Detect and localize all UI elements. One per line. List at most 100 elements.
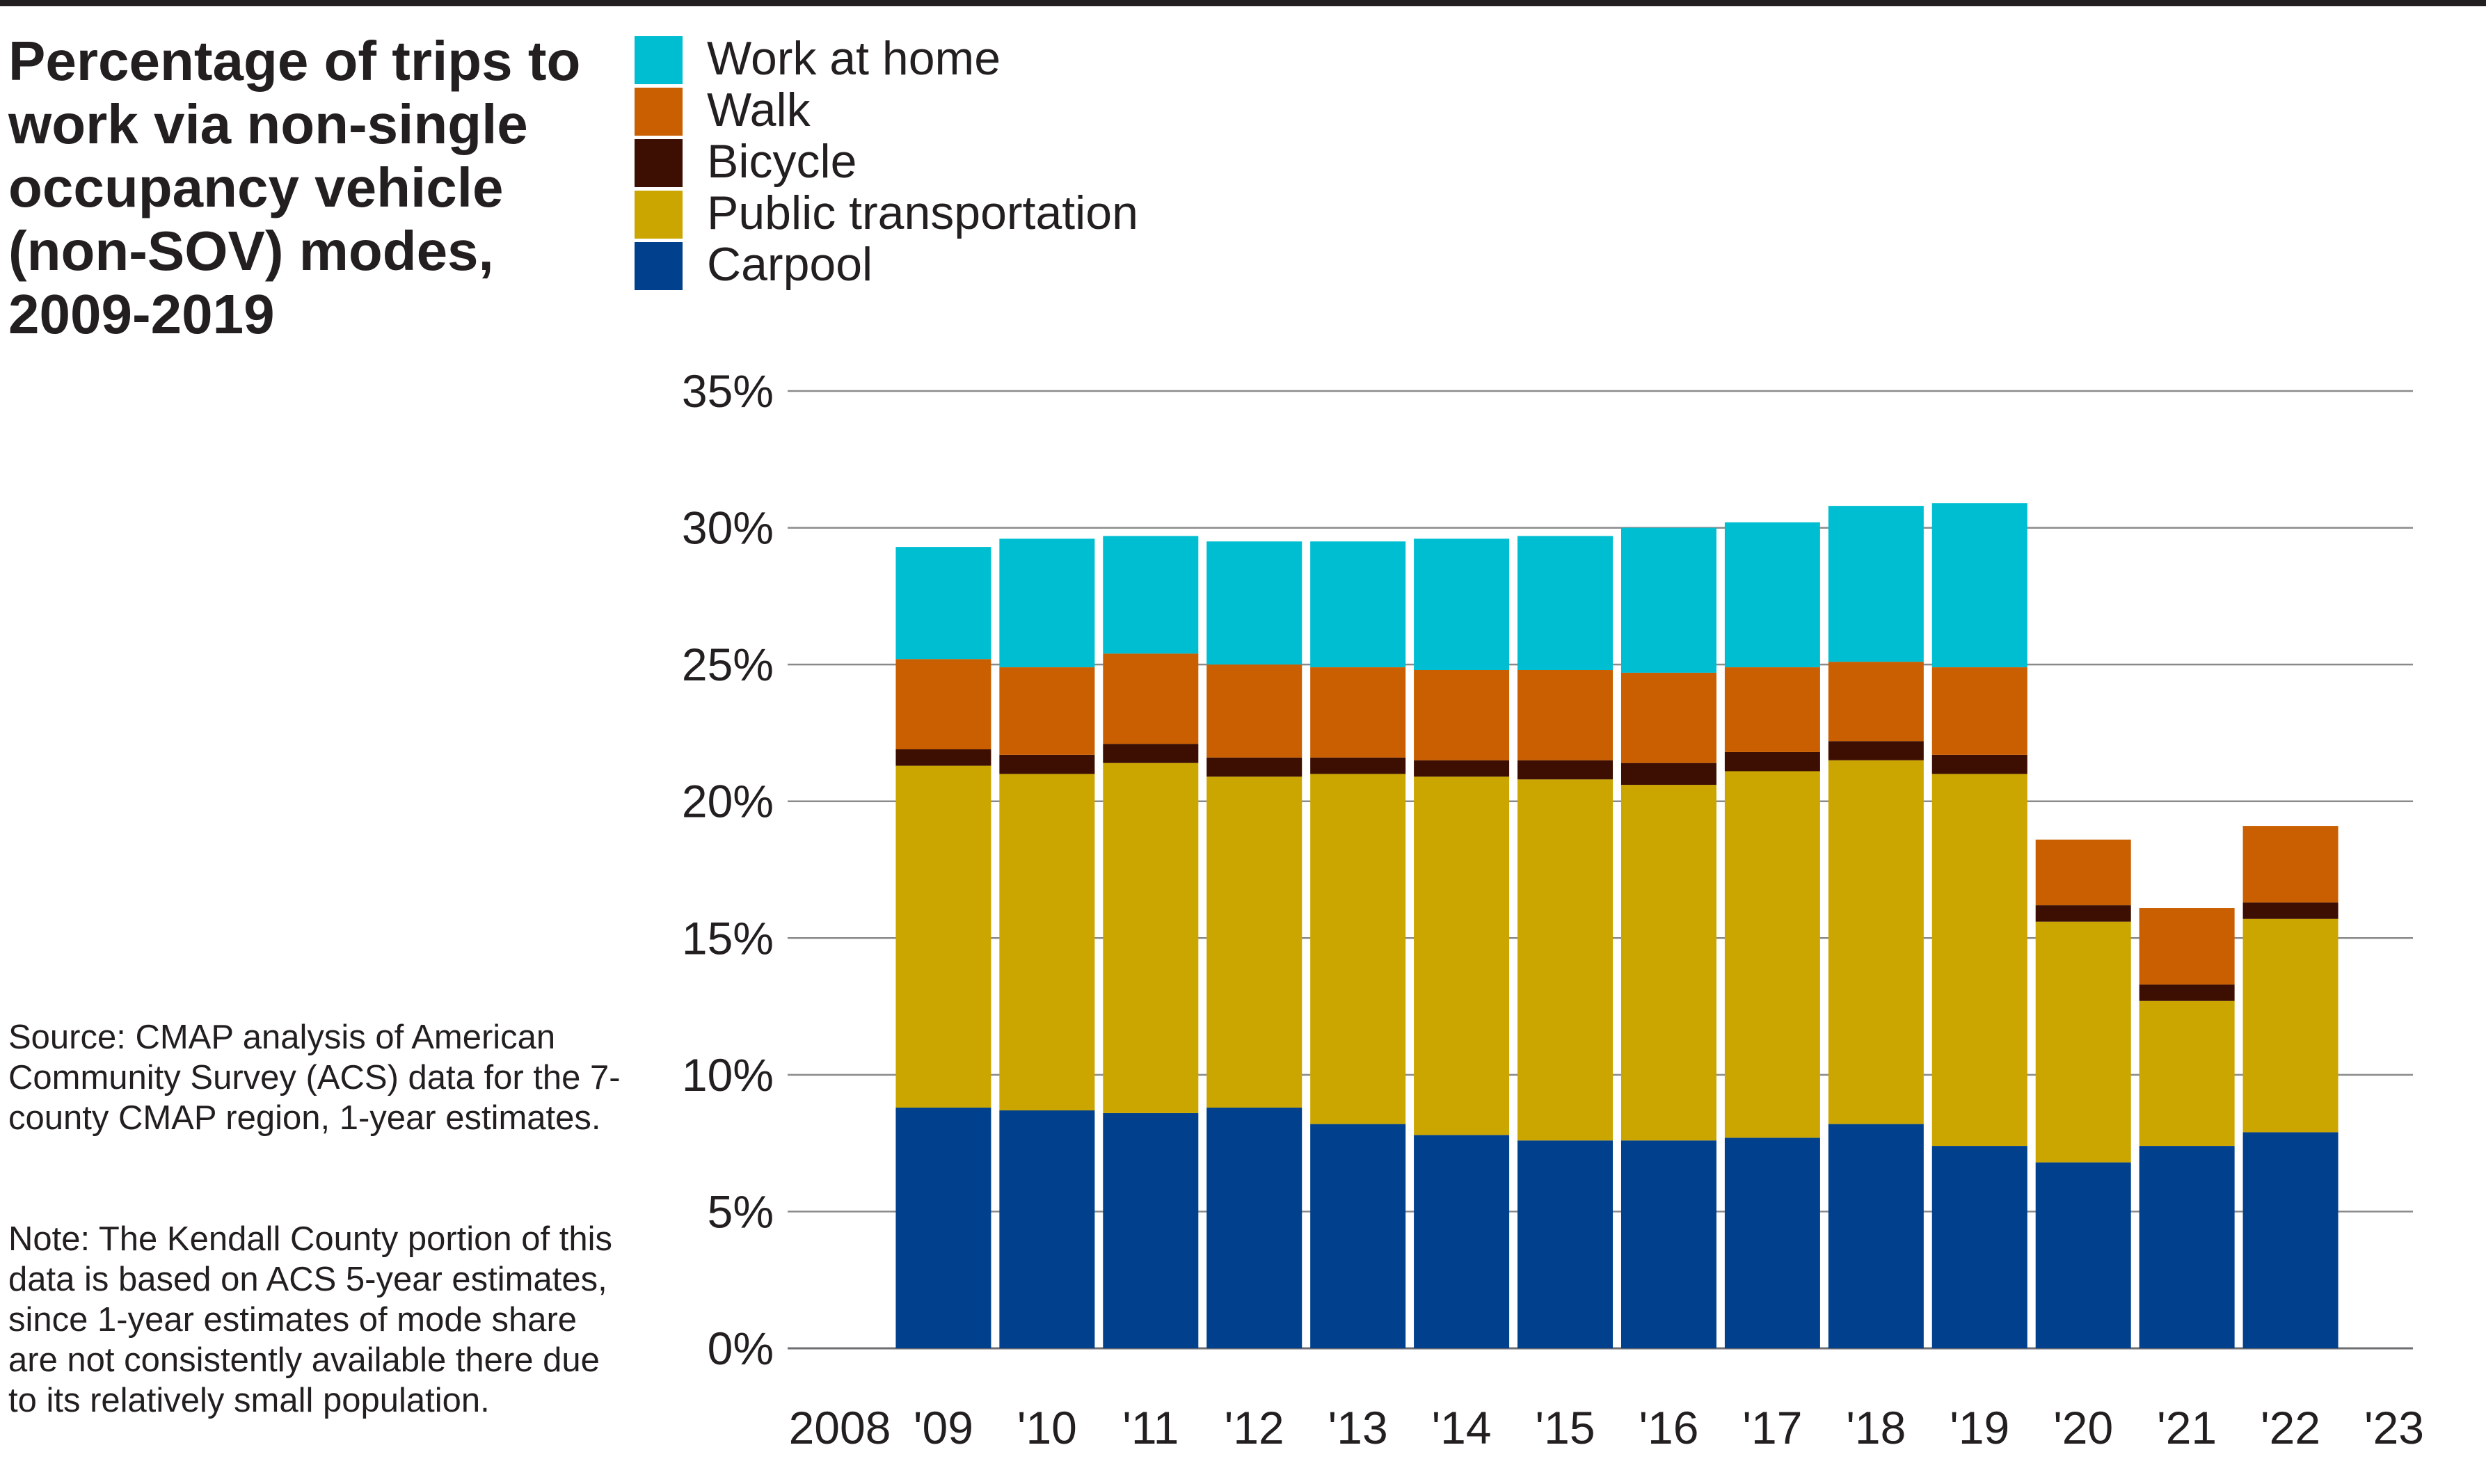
bar-segment-work-at-home [1310, 541, 1406, 668]
bar-segment-public-transportation [895, 765, 991, 1108]
bar-segment-bicycle [2242, 902, 2338, 919]
bar-segment-work-at-home [1931, 503, 2027, 668]
x-tick-label: '12 [1225, 1402, 1284, 1453]
bar-segment-carpool [1724, 1138, 1820, 1348]
bar-segment-carpool [1414, 1135, 1510, 1348]
bar-segment-bicycle [1310, 757, 1406, 774]
bar-segment-carpool [1828, 1124, 1924, 1348]
bar-segment-work-at-home [1724, 522, 1820, 668]
y-tick-label: 10% [682, 1049, 774, 1101]
top-rule [0, 0, 2486, 6]
bar-segment-public-transportation [1310, 774, 1406, 1124]
x-tick-label: '10 [1017, 1402, 1077, 1453]
bar-segment-bicycle [2035, 905, 2131, 922]
bar-segment-walk [2035, 839, 2131, 906]
y-tick-label: 5% [708, 1186, 774, 1237]
x-axis-labels: 2008 '09 '10 '11 '12 '13 '14 '15 '16 '17 '18 '19 '20… [789, 1402, 2424, 1453]
legend-label: Bicycle [707, 135, 857, 188]
x-tick-label: '13 [1328, 1402, 1388, 1453]
legend-label: Walk [707, 83, 811, 136]
bar-segment-work-at-home [1828, 506, 1924, 662]
bar-segment-work-at-home [1414, 538, 1510, 671]
bar-segment-public-transportation [1103, 763, 1199, 1113]
bar-segment-bicycle [1206, 757, 1302, 777]
bar-segment-carpool [1206, 1108, 1302, 1348]
x-tick-label: '17 [1742, 1402, 1802, 1453]
x-tick-label: '16 [1639, 1402, 1698, 1453]
legend-swatch [635, 191, 683, 239]
bar-segment-carpool [2139, 1146, 2235, 1348]
x-tick-label: 2008 [789, 1402, 891, 1453]
bar-segment-walk [2139, 908, 2235, 985]
bar-segment-bicycle [999, 754, 1095, 774]
bar-segment-carpool [1103, 1112, 1199, 1348]
bar-segment-bicycle [1517, 760, 1613, 780]
bar-segment-carpool [2035, 1162, 2131, 1348]
bar-segment-work-at-home [999, 538, 1095, 668]
bar-segment-public-transportation [1724, 771, 1820, 1138]
bar-segment-public-transportation [1414, 776, 1510, 1135]
y-tick-label: 0% [708, 1323, 774, 1374]
y-tick-label: 35% [682, 365, 774, 417]
y-tick-label: 25% [682, 639, 774, 690]
bar-segment-public-transportation [2035, 921, 2131, 1163]
bar-segment-carpool [999, 1110, 1095, 1348]
bar-segment-carpool [1931, 1146, 2027, 1348]
x-tick-label: '18 [1846, 1402, 1906, 1453]
legend-swatch [635, 36, 683, 84]
bar-segment-bicycle [1828, 741, 1924, 760]
bar-segment-walk [1517, 670, 1613, 760]
bar-segment-carpool [1517, 1140, 1613, 1348]
bar-segment-bicycle [1724, 751, 1820, 772]
x-tick-label: '15 [1536, 1402, 1595, 1453]
bar-segment-carpool [1310, 1124, 1406, 1348]
x-tick-label: '23 [2364, 1402, 2424, 1453]
bar-segment-work-at-home [1206, 541, 1302, 665]
bar-segment-public-transportation [2242, 918, 2338, 1133]
bar-segment-public-transportation [999, 774, 1095, 1110]
bar-segment-public-transportation [1828, 760, 1924, 1124]
bar-segment-walk [1620, 672, 1716, 763]
chart-title: Percentage of trips to work via non-sing… [8, 30, 581, 345]
bar-segment-bicycle [2139, 984, 2235, 1001]
bar-segment-work-at-home [895, 547, 991, 660]
bar-segment-bicycle [895, 749, 991, 766]
note-text: Note: The Kendall County portion of this… [8, 1220, 613, 1419]
x-tick-label: '19 [1950, 1402, 2009, 1453]
bar-segment-walk [1724, 667, 1820, 752]
bar-segment-public-transportation [1517, 779, 1613, 1141]
y-tick-label: 30% [682, 502, 774, 554]
bar-segment-carpool [1620, 1140, 1716, 1348]
bars [895, 503, 2338, 1348]
bar-segment-walk [1103, 653, 1199, 744]
x-tick-label: '20 [2053, 1402, 2113, 1453]
bar-segment-work-at-home [1517, 536, 1613, 671]
x-tick-label: '21 [2157, 1402, 2217, 1453]
bar-segment-public-transportation [2139, 1000, 2235, 1147]
x-tick-label: '11 [1122, 1402, 1179, 1453]
bar-segment-walk [1310, 667, 1406, 758]
bar-segment-work-at-home [1620, 527, 1716, 673]
bar-segment-bicycle [1931, 754, 2027, 774]
bar-segment-walk [999, 667, 1095, 755]
bar-segment-walk [895, 659, 991, 750]
legend-swatch [635, 88, 683, 136]
bar-segment-walk [1206, 664, 1302, 758]
bar-segment-walk [2242, 826, 2338, 903]
bar-segment-bicycle [1620, 763, 1716, 785]
bar-segment-carpool [895, 1108, 991, 1348]
bar-segment-work-at-home [1103, 536, 1199, 654]
y-tick-label: 15% [682, 912, 774, 964]
y-tick-label: 20% [682, 776, 774, 827]
legend-label: Public transportation [707, 186, 1138, 239]
bar-segment-walk [1931, 667, 2027, 755]
x-tick-label: '22 [2261, 1402, 2320, 1453]
bar-segment-carpool [2242, 1132, 2338, 1348]
bar-segment-public-transportation [1620, 785, 1716, 1141]
bar-segment-public-transportation [1931, 774, 2027, 1147]
bar-segment-bicycle [1103, 744, 1199, 763]
bar-segment-walk [1828, 662, 1924, 742]
legend-label: Work at home [707, 32, 1001, 85]
bar-segment-bicycle [1414, 760, 1510, 777]
